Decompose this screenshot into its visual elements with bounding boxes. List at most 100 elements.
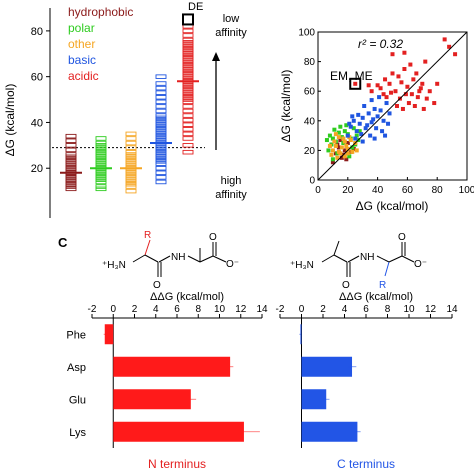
panel-a-y-label: ΔG (kcal/mol) — [3, 84, 17, 157]
panel-a-point-basic — [155, 154, 167, 160]
panel-a-point-polar — [95, 186, 107, 192]
panel-a-point-basic — [155, 143, 167, 148]
panel-a-point-acidic — [182, 131, 194, 137]
panel-a-point-polar — [95, 170, 107, 176]
c-structure-nh3: ⁺H₃N — [290, 260, 314, 271]
panel-b-point-basic — [345, 133, 350, 138]
panel-b-point-hydrophobic — [330, 160, 335, 165]
panel-a-point-basic — [155, 147, 167, 153]
panel-a-point-hydrophobic — [65, 179, 77, 185]
panel-b-point-polar — [324, 138, 329, 143]
panel-a-point-acidic — [182, 143, 194, 148]
panel-a-point-polar — [95, 161, 107, 166]
panel-b-plot-frame — [317, 31, 468, 181]
panel-b-point-basic — [372, 136, 377, 141]
panel-b-point-other — [344, 143, 349, 148]
panel-a-legend: hydrophobic polar other basic acidic — [68, 5, 133, 83]
panel-b-point-acidic — [409, 92, 414, 97]
panel-a-point-acidic — [182, 81, 194, 86]
panel-b-point-other — [335, 155, 340, 160]
panel-b-point-acidic — [381, 92, 386, 97]
panel-b-point-acidic — [418, 86, 423, 91]
panel-b-point-other — [341, 136, 346, 141]
panel-a-point-acidic — [182, 53, 194, 59]
panel-a-point-acidic — [182, 113, 194, 118]
panel-b-point-acidic — [400, 106, 405, 111]
panel-a-point-basic — [155, 104, 167, 109]
panel-a-point-basic — [155, 152, 167, 157]
panel-a-point-acidic — [182, 90, 194, 95]
panel-b-point-acidic — [424, 96, 429, 101]
panel-b-point-basic — [380, 129, 385, 134]
panel-a-point-basic — [155, 165, 167, 171]
panel-b-point-other — [345, 151, 350, 156]
panel-b-point-polar — [357, 129, 362, 134]
panel-a-highlight-label: DE — [188, 1, 203, 13]
panel-b-point-basic — [365, 123, 370, 128]
panel-a-point-acidic — [182, 72, 194, 77]
panel-a-point-hydrophobic — [65, 147, 77, 153]
n-terminus-x-tick-label: 12 — [235, 304, 247, 315]
panel-b-point-hydrophobic — [338, 138, 343, 143]
panel-b-y-tick-label: 60 — [304, 87, 316, 98]
panel-a-point-hydrophobic — [65, 138, 77, 144]
c-structure-r-group: R — [379, 280, 386, 291]
panel-b-x-tick-label: 20 — [342, 185, 354, 196]
panel-b-x-tick-label: 60 — [402, 185, 414, 196]
panel-a-point-hydrophobic — [65, 186, 77, 192]
panel-a-point-basic — [155, 149, 167, 155]
panel-b-point-acidic — [375, 83, 380, 88]
panel-b-fit-line — [317, 31, 468, 181]
panel-b-point-other — [339, 145, 344, 150]
panel-b-point-acidic — [442, 37, 447, 42]
panel-b-point-polar — [336, 130, 341, 135]
panel-a-point-polar — [95, 184, 107, 189]
panel-a-point-hydrophobic — [65, 172, 77, 178]
panel-a-point-polar — [95, 159, 107, 164]
panel-a-point-acidic — [182, 149, 194, 155]
panel-b-highlight-point — [353, 81, 358, 86]
panel-b-point-basic — [371, 117, 376, 122]
legend-other: other — [68, 37, 95, 51]
panel-b-y-tick-label: 40 — [304, 116, 316, 127]
panel-a-point-acidic — [182, 122, 194, 127]
legend-acidic: acidic — [68, 69, 99, 83]
panel-a-point-basic — [155, 131, 167, 137]
panel-a-point-hydrophobic — [65, 163, 77, 169]
panel-a-point-polar — [95, 147, 107, 153]
panel-b-point-other — [336, 135, 341, 140]
n-terminus-structure — [132, 239, 227, 277]
panel-b-point-acidic — [383, 77, 388, 82]
panel-b-point-basic — [369, 98, 374, 103]
panel-a-point-acidic — [182, 92, 194, 98]
panel-b-point-other — [348, 138, 353, 143]
panel-b-point-acidic — [447, 44, 452, 49]
c-terminus-label: C terminus — [337, 457, 395, 471]
panel-a-point-hydrophobic — [65, 184, 77, 189]
panel-a-point-other — [125, 170, 137, 176]
panel-b-point-acidic — [412, 104, 417, 108]
panel-a-point-polar — [95, 154, 107, 160]
panel-b-point-basic — [359, 132, 364, 137]
n-terminus-x-tick-label: 0 — [110, 304, 116, 315]
panel-a-point-acidic — [182, 83, 194, 89]
n-structure-o-minus: O⁻ — [226, 259, 239, 270]
panel-a-y-tick-label: 80 — [31, 26, 43, 38]
c-terminus-x-tick-label: 2 — [320, 304, 326, 315]
panel-b-point-acidic — [435, 81, 440, 86]
panel-a-point-hydrophobic — [65, 154, 77, 160]
c-structure-o-minus: O⁻ — [414, 259, 427, 270]
panel-b-point-acidic — [420, 81, 425, 86]
c-terminus-bar-asp — [301, 356, 353, 377]
panel-a-point-acidic — [182, 85, 194, 91]
panel-b-point-acidic — [399, 80, 404, 85]
panel-a-point-acidic — [182, 108, 194, 114]
panel-a-point-hydrophobic — [65, 133, 77, 139]
panel-a-point-acidic — [182, 58, 194, 63]
panel-a-point-basic — [155, 175, 167, 180]
panel-b-point-other — [329, 152, 334, 157]
panel-b-point-basic — [378, 108, 383, 113]
category-label-asp: Asp — [67, 362, 86, 374]
panel-b-point-other — [327, 143, 332, 148]
panel-a-point-polar — [95, 145, 107, 150]
